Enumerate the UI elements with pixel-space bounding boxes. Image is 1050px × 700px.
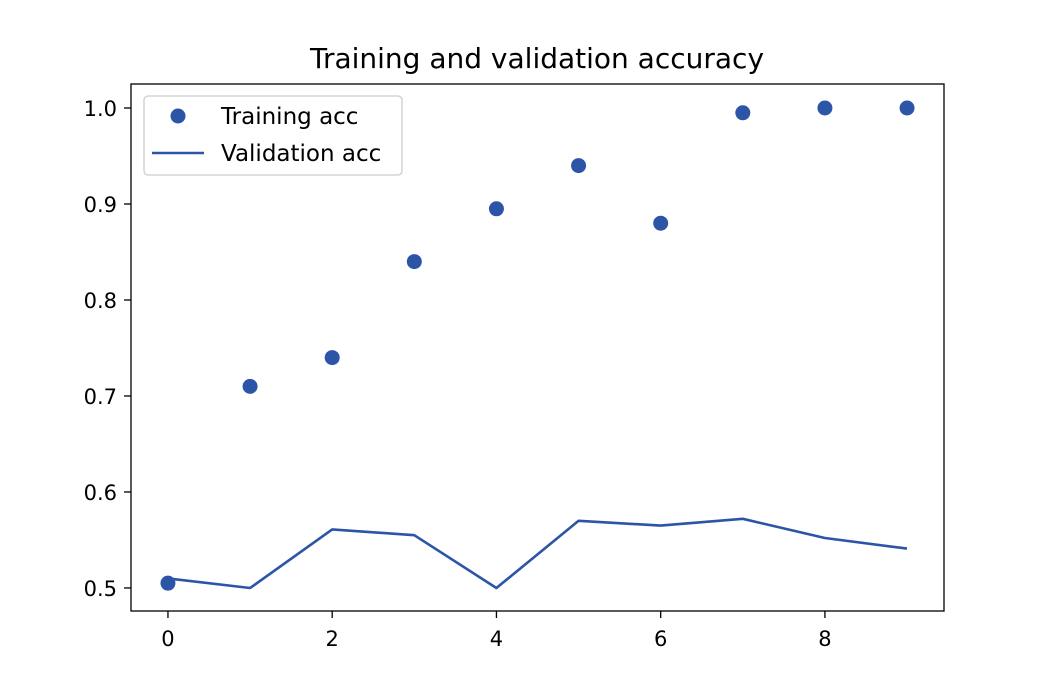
y-tick-label: 0.6	[84, 481, 117, 505]
training-acc-point	[735, 105, 751, 121]
training-acc-point	[160, 575, 176, 591]
x-tick-label: 4	[490, 627, 503, 651]
x-tick-label: 6	[654, 627, 667, 651]
validation-acc-line	[167, 517, 908, 590]
training-acc-point	[571, 158, 587, 174]
legend-validation-label: Validation acc	[221, 141, 381, 167]
chart-title: Training and validation accuracy	[309, 42, 764, 75]
y-tick-label: 0.7	[84, 385, 117, 409]
training-acc-point	[242, 378, 258, 394]
x-tick-label: 8	[818, 627, 831, 651]
training-acc-point	[488, 201, 504, 217]
training-acc-point	[817, 100, 833, 116]
training-acc-point	[899, 100, 915, 116]
y-tick-label: 1.0	[84, 97, 117, 121]
x-tick-label: 0	[161, 627, 174, 651]
legend: Training acc Validation acc	[143, 95, 403, 176]
plot-area-frame	[130, 83, 945, 612]
legend-training-marker-icon	[170, 108, 186, 124]
y-tick-label: 0.8	[84, 289, 117, 313]
x-axis: 0 2 4 6 8	[161, 611, 832, 651]
x-tick-label: 2	[326, 627, 339, 651]
training-acc-point	[324, 350, 340, 366]
legend-box	[143, 95, 403, 176]
y-tick-label: 0.9	[84, 193, 117, 217]
training-acc-markers	[160, 100, 915, 591]
training-acc-point	[406, 254, 422, 270]
legend-training-label: Training acc	[220, 104, 358, 130]
y-axis: 0.5 0.6 0.7 0.8 0.9 1.0	[84, 97, 131, 601]
training-acc-point	[653, 215, 669, 231]
y-tick-label: 0.5	[84, 577, 117, 601]
